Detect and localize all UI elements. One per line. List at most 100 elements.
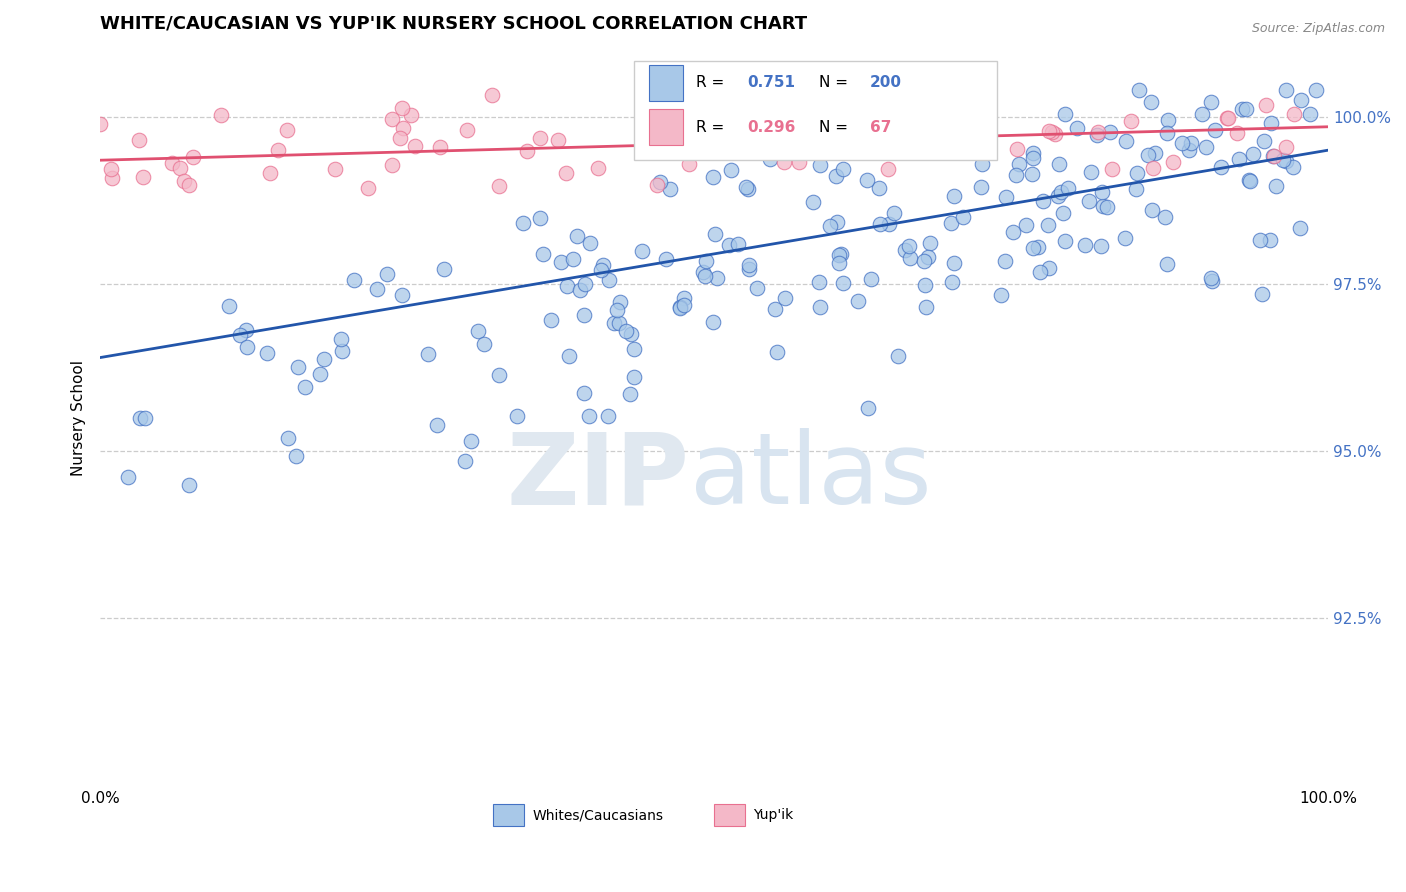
- Point: [567, 228, 589, 243]
- Point: [898, 238, 921, 252]
- Point: [970, 180, 993, 194]
- Bar: [494, 804, 524, 826]
- Point: [1114, 230, 1136, 244]
- Point: [735, 179, 758, 194]
- Point: [678, 157, 700, 171]
- Point: [229, 327, 252, 342]
- Text: 200: 200: [870, 76, 903, 90]
- Point: [561, 252, 583, 266]
- FancyBboxPatch shape: [634, 61, 997, 161]
- Point: [467, 324, 489, 338]
- Point: [1275, 139, 1298, 153]
- Point: [100, 171, 122, 186]
- Point: [1005, 141, 1028, 155]
- Point: [924, 139, 946, 153]
- Point: [1260, 116, 1282, 130]
- Point: [645, 178, 668, 193]
- Point: [236, 340, 259, 354]
- Point: [931, 126, 953, 140]
- Point: [824, 169, 846, 183]
- Point: [1199, 270, 1222, 285]
- Point: [578, 409, 600, 423]
- Point: [1125, 182, 1147, 196]
- Point: [1046, 188, 1069, 202]
- Point: [1042, 125, 1064, 139]
- Point: [589, 262, 612, 277]
- Point: [1263, 148, 1285, 162]
- Point: [609, 295, 631, 310]
- Point: [862, 111, 884, 125]
- Point: [1057, 181, 1080, 195]
- Point: [1115, 134, 1137, 148]
- Point: [343, 273, 366, 287]
- Text: N =: N =: [818, 76, 852, 90]
- Point: [970, 157, 993, 171]
- Point: [1161, 154, 1184, 169]
- Point: [1180, 136, 1202, 150]
- Point: [1216, 111, 1239, 125]
- Point: [529, 211, 551, 225]
- Point: [837, 117, 859, 131]
- Text: WHITE/CAUCASIAN VS YUP'IK NURSERY SCHOOL CORRELATION CHART: WHITE/CAUCASIAN VS YUP'IK NURSERY SCHOOL…: [100, 15, 807, 33]
- Point: [404, 139, 426, 153]
- Point: [900, 251, 922, 265]
- Point: [692, 135, 714, 149]
- Point: [1239, 174, 1261, 188]
- Point: [426, 417, 449, 432]
- Point: [1128, 83, 1150, 97]
- Point: [859, 271, 882, 285]
- Point: [1090, 185, 1112, 199]
- Point: [218, 299, 240, 313]
- Point: [1226, 126, 1249, 140]
- Point: [117, 470, 139, 484]
- Point: [277, 430, 299, 444]
- Point: [235, 323, 257, 337]
- Point: [963, 113, 986, 128]
- Point: [631, 244, 654, 259]
- Point: [943, 105, 966, 120]
- Point: [1022, 241, 1045, 255]
- Point: [883, 206, 905, 220]
- Point: [100, 161, 122, 176]
- Point: [1026, 240, 1049, 254]
- Point: [695, 268, 717, 283]
- Point: [1201, 274, 1223, 288]
- Point: [1137, 148, 1160, 162]
- Point: [598, 272, 620, 286]
- Point: [574, 309, 596, 323]
- Point: [773, 291, 796, 305]
- Point: [832, 161, 855, 176]
- Point: [1299, 107, 1322, 121]
- Point: [1032, 194, 1054, 208]
- Bar: [650, 65, 683, 101]
- Point: [990, 288, 1012, 302]
- Point: [592, 258, 614, 272]
- Point: [173, 174, 195, 188]
- Point: [1087, 125, 1109, 139]
- Point: [1005, 168, 1028, 182]
- Point: [574, 386, 596, 401]
- Point: [1178, 143, 1201, 157]
- Point: [1232, 103, 1254, 117]
- Point: [399, 108, 422, 122]
- Point: [391, 288, 413, 302]
- Text: R =: R =: [696, 76, 728, 90]
- Point: [259, 166, 281, 180]
- Point: [89, 117, 111, 131]
- Point: [831, 144, 853, 158]
- Point: [887, 349, 910, 363]
- Point: [375, 268, 398, 282]
- Point: [818, 219, 841, 233]
- Point: [828, 248, 851, 262]
- Point: [704, 227, 727, 242]
- Point: [695, 254, 717, 268]
- Point: [267, 143, 290, 157]
- Point: [1142, 161, 1164, 176]
- Point: [1053, 234, 1076, 248]
- Point: [1289, 93, 1312, 107]
- Point: [737, 182, 759, 196]
- Point: [655, 252, 678, 266]
- Point: [547, 133, 569, 147]
- Text: N =: N =: [818, 120, 852, 135]
- Point: [1038, 123, 1060, 137]
